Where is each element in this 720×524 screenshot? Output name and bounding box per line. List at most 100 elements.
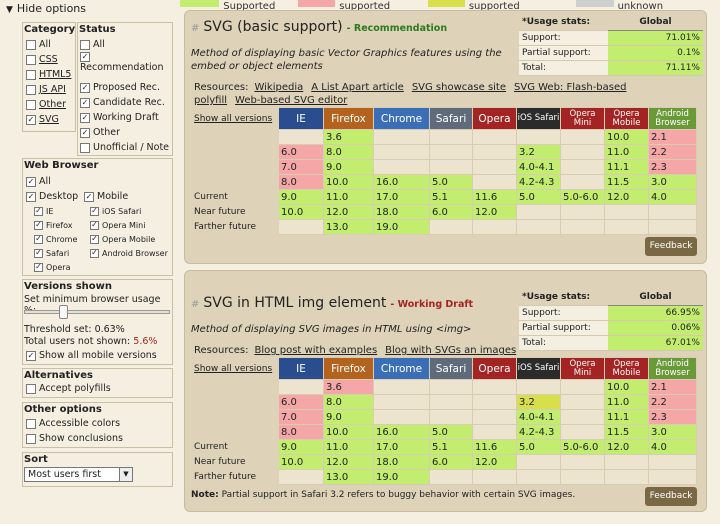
category-js-api-checkbox-label[interactable]: JS API [39,84,66,95]
show-conclusions-checkbox[interactable]: Show conclusions [26,431,123,446]
version-cell[interactable]: 12.0 [604,439,649,455]
version-cell[interactable]: 5.0 [516,189,561,205]
checkbox[interactable]: ✓ [80,97,90,108]
version-cell[interactable]: 18.0 [373,454,430,470]
version-cell[interactable]: 13.0 [323,219,374,235]
checkbox[interactable]: ✓ [26,114,36,125]
version-cell[interactable]: 6.0 [278,394,324,410]
checkbox[interactable]: ✓ [80,52,90,62]
status-working-draft-checkbox[interactable]: ✓ Working Draft [80,110,172,125]
browser-android-browser-checkbox[interactable]: ✓ Android Browser [90,246,168,260]
checkbox[interactable]: ✓ [84,191,94,202]
checkbox[interactable] [26,383,36,394]
version-cell[interactable]: 3.2 [516,144,561,160]
status-all-checkbox[interactable]: All [80,37,172,52]
sort-select[interactable]: Most users first ▼ [24,467,133,482]
version-cell[interactable]: 2.3 [648,159,697,175]
version-cell[interactable]: 9.0 [278,189,324,205]
version-cell[interactable]: 5.1 [429,189,473,205]
checkbox[interactable] [26,69,36,80]
version-cell[interactable]: 10.0 [604,129,649,145]
checkbox[interactable] [26,99,36,110]
browser-opera-mobile-checkbox[interactable]: ✓ Opera Mobile [90,232,168,246]
resource-link[interactable]: A List Apart article [311,82,404,93]
checkbox[interactable] [26,418,36,429]
version-cell[interactable]: 7.0 [278,159,324,175]
version-cell[interactable]: 10.0 [604,379,649,395]
category-other-checkbox[interactable]: Other [26,97,71,112]
checkbox[interactable]: ✓ [90,248,99,258]
slider-thumb[interactable] [59,305,68,319]
status-proposed-rec-checkbox[interactable]: ✓ Proposed Rec. [80,80,172,95]
version-cell[interactable]: 8.0 [323,144,374,160]
checkbox[interactable] [26,39,36,50]
version-cell[interactable]: 11.5 [604,424,649,440]
category-css-checkbox-label[interactable]: CSS [39,54,58,65]
version-cell[interactable]: 11.1 [604,159,649,175]
status-other-checkbox[interactable]: ✓ Other [80,125,172,140]
browser-ios-safari-checkbox[interactable]: ✓ iOS Safari [90,204,168,218]
resource-link[interactable]: SVG showcase site [411,82,507,93]
checkbox[interactable] [26,84,36,95]
checkbox[interactable]: ✓ [34,234,43,244]
version-cell[interactable]: 7.0 [278,409,324,425]
feedback-button[interactable]: Feedback [645,237,697,256]
checkbox[interactable] [80,142,90,153]
version-cell[interactable]: 8.0 [278,174,324,190]
checkbox[interactable]: ✓ [80,112,90,123]
version-cell[interactable]: 10.0 [323,424,374,440]
version-cell[interactable]: 11.6 [472,189,517,205]
version-cell[interactable]: 4.0 [648,189,697,205]
checkbox[interactable]: ✓ [26,176,36,187]
version-cell[interactable]: 2.1 [648,379,697,395]
version-cell[interactable]: 4.2-4.3 [516,424,561,440]
version-cell[interactable]: 12.0 [472,204,517,220]
version-cell[interactable]: 8.0 [278,424,324,440]
checkbox[interactable]: ✓ [90,206,99,216]
category-other-checkbox-label[interactable]: Other [39,99,66,110]
version-cell[interactable]: 18.0 [373,204,430,220]
version-cell[interactable]: 5.0-6.0 [560,189,605,205]
browser-firefox-checkbox[interactable]: ✓ Firefox [34,218,77,232]
resource-link[interactable]: Wikipedia [254,82,304,93]
category-all-checkbox[interactable]: All [26,37,71,52]
version-cell[interactable]: 9.0 [323,409,374,425]
version-cell[interactable]: 12.0 [323,454,374,470]
version-cell[interactable]: 13.0 [323,469,374,485]
category-html5-checkbox-label[interactable]: HTML5 [39,69,72,80]
checkbox[interactable]: ✓ [34,248,43,258]
version-cell[interactable]: 10.0 [323,174,374,190]
version-cell[interactable]: 16.0 [373,424,430,440]
version-cell[interactable]: 5.0 [429,424,473,440]
version-cell[interactable]: 16.0 [373,174,430,190]
browser-opera-mini-checkbox[interactable]: ✓ Opera Mini [90,218,168,232]
browser-all-checkbox[interactable]: ✓ All [26,174,51,189]
version-cell[interactable]: 3.0 [648,174,697,190]
min-usage-slider[interactable] [24,305,170,319]
checkbox[interactable]: ✓ [80,127,90,138]
version-cell[interactable]: 12.0 [323,204,374,220]
checkbox[interactable]: ✓ [34,220,43,230]
version-cell[interactable]: 9.0 [278,439,324,455]
version-cell[interactable]: 3.6 [323,379,374,395]
resource-link[interactable]: Web-based SVG editor [235,95,348,106]
category-svg-checkbox-label[interactable]: SVG [39,114,59,125]
version-cell[interactable]: 8.0 [323,394,374,410]
version-cell[interactable]: 5.0-6.0 [560,439,605,455]
category-html5-checkbox[interactable]: HTML5 [26,67,71,82]
browser-ie-checkbox[interactable]: ✓ IE [34,204,77,218]
version-cell[interactable]: 2.2 [648,394,697,410]
feedback-button[interactable]: Feedback [645,487,697,506]
status-recommendation-checkbox[interactable]: ✓ Recommendation [80,52,172,80]
desktop-checkbox[interactable]: ✓ Desktop [26,189,78,204]
resource-link[interactable]: Blog post with examples [254,345,378,356]
resource-link[interactable]: SVG Web: Flash-based polyfill [194,82,627,106]
version-cell[interactable]: 11.0 [323,189,374,205]
version-cell[interactable]: 3.0 [648,424,697,440]
version-cell[interactable]: 6.0 [429,204,473,220]
show-all-versions-link[interactable]: Show all versions [194,363,273,374]
accessible-colors-checkbox[interactable]: Accessible colors [26,416,123,431]
checkbox[interactable] [26,433,36,444]
checkbox[interactable]: ✓ [34,262,43,272]
version-cell[interactable]: 17.0 [373,439,430,455]
